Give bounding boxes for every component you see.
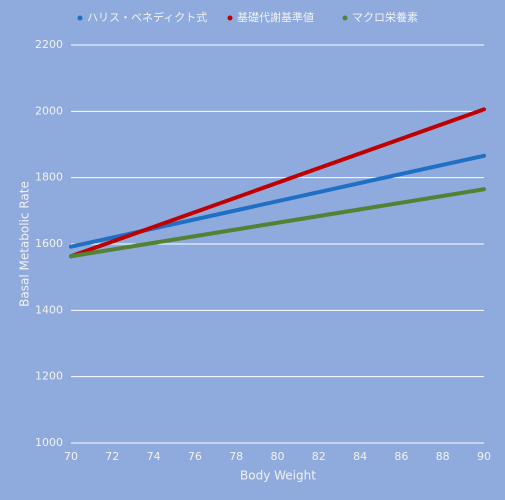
x-axis-title: Body Weight [240, 469, 316, 483]
series-line [69, 107, 486, 259]
x-tick-label: 82 [312, 450, 326, 463]
x-tick-label: 88 [436, 450, 450, 463]
y-tick-label: 1200 [35, 370, 63, 383]
legend-label: ハリス・ベネディクト式 [87, 10, 207, 24]
x-tick-label: 70 [64, 450, 78, 463]
y-tick-label: 2200 [35, 38, 63, 51]
x-tick-label: 90 [477, 450, 491, 463]
x-tick-label: 72 [105, 450, 119, 463]
y-tick-label: 1400 [35, 303, 63, 316]
x-tick-label: 80 [271, 450, 285, 463]
x-tick-label: 84 [353, 450, 367, 463]
x-tick-label: 86 [394, 450, 408, 463]
legend-marker [227, 15, 233, 21]
y-tick-label: 1000 [35, 436, 63, 449]
y-tick-label: 2000 [35, 104, 63, 117]
y-tick-label: 1600 [35, 237, 63, 250]
legend-marker [342, 15, 348, 21]
legend-label: マクロ栄養素 [352, 10, 418, 24]
series-line [69, 187, 486, 259]
legend-label: 基礎代謝基準値 [237, 10, 314, 24]
x-tick-label: 76 [188, 450, 202, 463]
x-tick-label: 74 [147, 450, 161, 463]
y-tick-label: 1800 [35, 171, 63, 184]
y-axis-title: Basal Metabolic Rate [18, 181, 32, 307]
legend-marker [77, 15, 83, 21]
x-tick-label: 78 [229, 450, 243, 463]
